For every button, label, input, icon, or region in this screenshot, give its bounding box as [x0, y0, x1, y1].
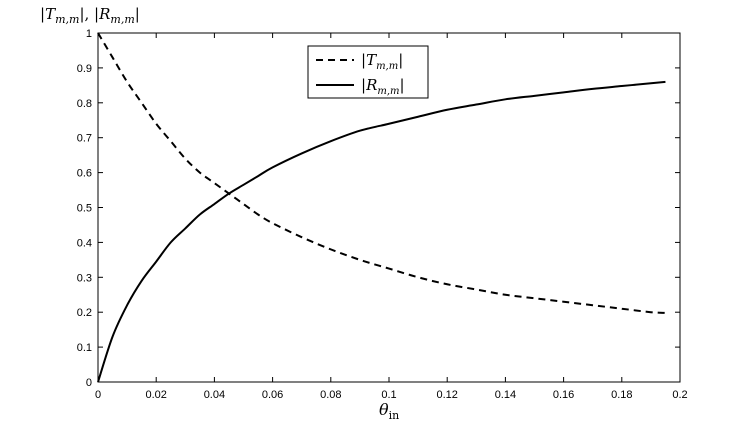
x-tick-label: 0 [95, 389, 101, 401]
axis-ticks: 0 0.02 0.04 0.06 0.08 0.1 0.12 0.14 0.16 0.18 0.2 0… [77, 28, 688, 401]
y-tick-label: 0.5 [77, 203, 92, 215]
series-line-r [97, 80, 666, 383]
x-tick-label: 0.06 [262, 389, 283, 401]
series-line-t [97, 32, 666, 314]
x-tick-label: 0.04 [204, 389, 225, 401]
x-tick-label: 0.08 [320, 389, 341, 401]
x-tick-label: 0.14 [495, 389, 516, 401]
x-tick-label: 0.02 [145, 389, 166, 401]
y-tick-label: 0.8 [77, 98, 92, 110]
legend-label-r: |Rm,m| [361, 76, 405, 97]
y-tick-label: 0.2 [77, 307, 92, 319]
x-tick-label: 0.12 [436, 389, 457, 401]
y-tick-label: 0.1 [77, 342, 92, 354]
x-tick-label: 0.16 [553, 389, 574, 401]
y-tick-label: 0.7 [77, 133, 92, 145]
y-tick-label: 1 [86, 28, 92, 40]
y-tick-label: 0.9 [77, 63, 92, 75]
y-tick-label: 0 [86, 377, 92, 389]
legend-box [307, 45, 429, 99]
x-tick-label: 0.18 [611, 389, 632, 401]
x-tick-label: 0.2 [672, 389, 687, 401]
x-axis-label: θin [379, 400, 399, 422]
legend-label-t: |Tm,m| [361, 51, 403, 72]
legend: |Tm,m| |Rm,m| [307, 45, 429, 99]
y-tick-label: 0.6 [77, 168, 92, 180]
data-series [97, 32, 666, 383]
y-axis-label: |Tm,m|, |Rm,m| [40, 5, 140, 26]
y-tick-label: 0.3 [77, 272, 92, 284]
y-tick-label: 0.4 [77, 237, 92, 249]
x-tick-label: 0.1 [381, 389, 396, 401]
